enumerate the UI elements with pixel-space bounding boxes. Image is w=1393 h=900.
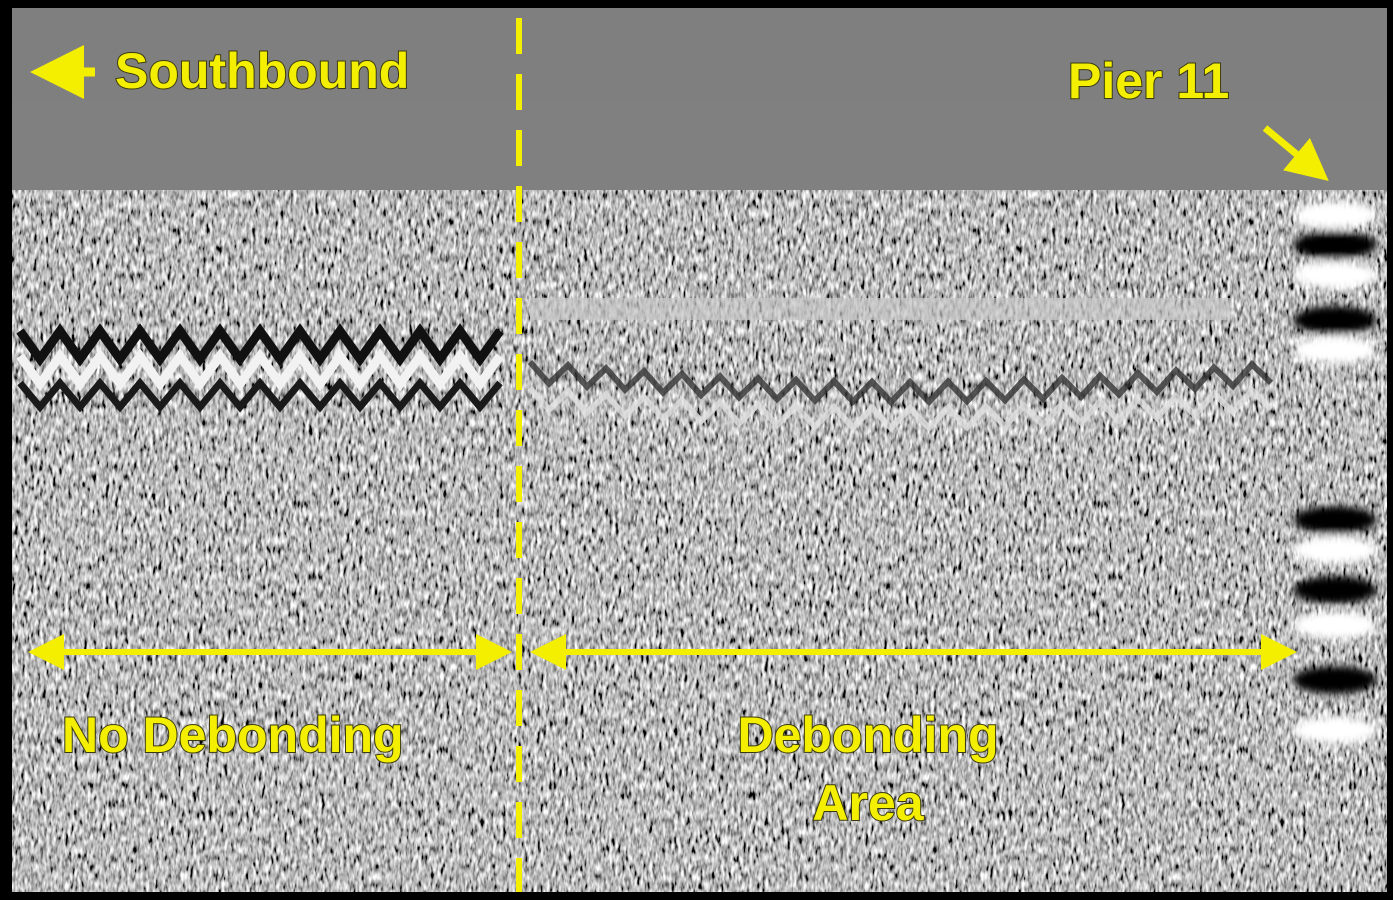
- scan-noise: [12, 190, 1387, 892]
- reflection: [527, 359, 1274, 407]
- pier-reflection: [1293, 201, 1377, 744]
- region-label: No Debonding: [62, 707, 404, 763]
- pier-blob: [1293, 306, 1377, 334]
- pier-blob: [1293, 336, 1377, 364]
- reflection: [16, 348, 504, 392]
- region-label: Debonding: [737, 707, 998, 763]
- reflections: [16, 298, 1274, 433]
- pier-blob: [1293, 576, 1377, 604]
- reflection: [16, 323, 504, 367]
- pier-blob: [1293, 611, 1377, 639]
- pier-blob: [1293, 536, 1377, 564]
- pier-blob: [1293, 506, 1377, 534]
- reflection: [17, 377, 503, 413]
- pier-blob: [1293, 231, 1377, 259]
- pier-blob: [1293, 716, 1377, 744]
- direction-label: Southbound: [115, 43, 409, 99]
- pier-blob: [1293, 666, 1377, 694]
- pier-arrow: [1262, 125, 1329, 181]
- pier-blob: [1293, 201, 1377, 229]
- reflection: [527, 385, 1274, 433]
- air-band: [12, 100, 1387, 190]
- reflection: [530, 298, 1230, 320]
- landmark-label: Pier 11: [1068, 53, 1229, 109]
- pier-blob: [1293, 261, 1377, 289]
- region-label: Area: [812, 775, 924, 831]
